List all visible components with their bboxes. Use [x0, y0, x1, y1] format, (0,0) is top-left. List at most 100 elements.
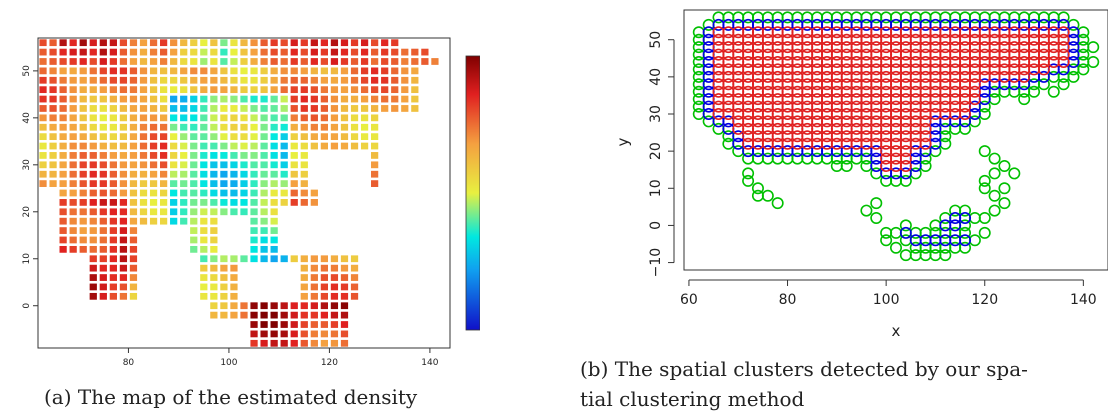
heatmap-cell: [281, 86, 288, 93]
heatmap-cell: [90, 39, 97, 46]
heatmap-cell: [220, 133, 227, 140]
heatmap-cell: [341, 77, 348, 84]
cluster-point: [753, 191, 763, 201]
heatmap-cell: [341, 340, 348, 347]
heatmap-cell: [160, 161, 167, 168]
heatmap-cell: [210, 312, 217, 319]
heatmap-cell: [80, 152, 87, 159]
y-tick-label: 10: [648, 179, 664, 197]
heatmap-cell: [291, 331, 298, 338]
heatmap-cell: [170, 86, 177, 93]
heatmap-cell: [80, 114, 87, 121]
heatmap-cell: [130, 114, 137, 121]
heatmap-cell: [190, 218, 197, 225]
heatmap-cell: [200, 293, 207, 300]
heatmap-cell: [110, 274, 117, 281]
heatmap-cell: [250, 114, 257, 121]
heatmap-cell: [100, 114, 107, 121]
heatmap-cell: [240, 171, 247, 178]
heatmap-cell: [60, 58, 67, 65]
heatmap-cell: [301, 340, 308, 347]
heatmap-cell: [271, 49, 278, 56]
heatmap-cell: [180, 161, 187, 168]
x-tick-label: 140: [421, 358, 438, 368]
heatmap-cell: [240, 161, 247, 168]
heatmap-cell: [311, 312, 318, 319]
heatmap-cell: [140, 218, 147, 225]
heatmap-cell: [49, 133, 56, 140]
heatmap-cell: [130, 133, 137, 140]
heatmap-cell: [271, 96, 278, 103]
heatmap-cell: [210, 180, 217, 187]
heatmap-cell: [130, 284, 137, 291]
heatmap-cell: [210, 67, 217, 74]
heatmap-cell: [160, 171, 167, 178]
cluster-point: [960, 213, 970, 223]
heatmap-cell: [341, 312, 348, 319]
heatmap-cell: [190, 246, 197, 253]
heatmap-cell: [130, 124, 137, 131]
heatmap-cell: [180, 133, 187, 140]
heatmap-cell: [230, 302, 237, 309]
heatmap-cell: [281, 312, 288, 319]
heatmap-cell: [150, 86, 157, 93]
cluster-point: [1078, 27, 1088, 37]
heatmap-cell: [250, 124, 257, 131]
heatmap-cell: [260, 105, 267, 112]
heatmap-cell: [90, 96, 97, 103]
heatmap-cell: [120, 180, 127, 187]
heatmap-cell: [250, 218, 257, 225]
heatmap-cell: [411, 96, 418, 103]
heatmap-cell: [80, 124, 87, 131]
heatmap-cell: [130, 152, 137, 159]
heatmap-cell: [260, 49, 267, 56]
heatmap-cell: [401, 67, 408, 74]
heatmap-cell: [70, 152, 77, 159]
heatmap-cell: [240, 255, 247, 262]
heatmap-cell: [70, 208, 77, 215]
heatmap-cell: [240, 143, 247, 150]
heatmap-cell: [49, 67, 56, 74]
heatmap-cell: [301, 152, 308, 159]
heatmap-cell: [200, 237, 207, 244]
heatmap-cell: [301, 180, 308, 187]
heatmap-cell: [281, 190, 288, 197]
heatmap-cell: [260, 227, 267, 234]
heatmap-cell: [200, 199, 207, 206]
heatmap-cell: [240, 124, 247, 131]
heatmap-cell: [80, 171, 87, 178]
heatmap-cell: [301, 190, 308, 197]
heatmap-cell: [311, 255, 318, 262]
heatmap-cell: [271, 237, 278, 244]
heatmap-cell: [130, 49, 137, 56]
cluster-point: [713, 27, 723, 37]
heatmap-cell: [80, 208, 87, 215]
heatmap-cell: [291, 321, 298, 328]
heatmap-cell: [260, 321, 267, 328]
heatmap-cell: [260, 331, 267, 338]
heatmap-cell: [140, 39, 147, 46]
heatmap-cell: [411, 58, 418, 65]
heatmap-cell: [110, 199, 117, 206]
heatmap-cell: [110, 161, 117, 168]
heatmap-cell: [190, 114, 197, 121]
heatmap-cell: [170, 124, 177, 131]
heatmap-cell: [130, 171, 137, 178]
heatmap-cell: [281, 105, 288, 112]
heatmap-cell: [230, 199, 237, 206]
heatmap-cell: [170, 133, 177, 140]
heatmap-cell: [311, 274, 318, 281]
heatmap-cell: [190, 96, 197, 103]
heatmap-cell: [100, 274, 107, 281]
heatmap-cell: [80, 96, 87, 103]
heatmap-cell: [260, 58, 267, 65]
heatmap-cell: [321, 67, 328, 74]
heatmap-cell: [351, 255, 358, 262]
heatmap-cell: [60, 133, 67, 140]
heatmap-cell: [130, 161, 137, 168]
y-tick-label: 50: [648, 31, 664, 49]
heatmap-cell: [250, 227, 257, 234]
heatmap-cell: [160, 114, 167, 121]
heatmap-cell: [291, 39, 298, 46]
cluster-point: [1039, 27, 1049, 37]
